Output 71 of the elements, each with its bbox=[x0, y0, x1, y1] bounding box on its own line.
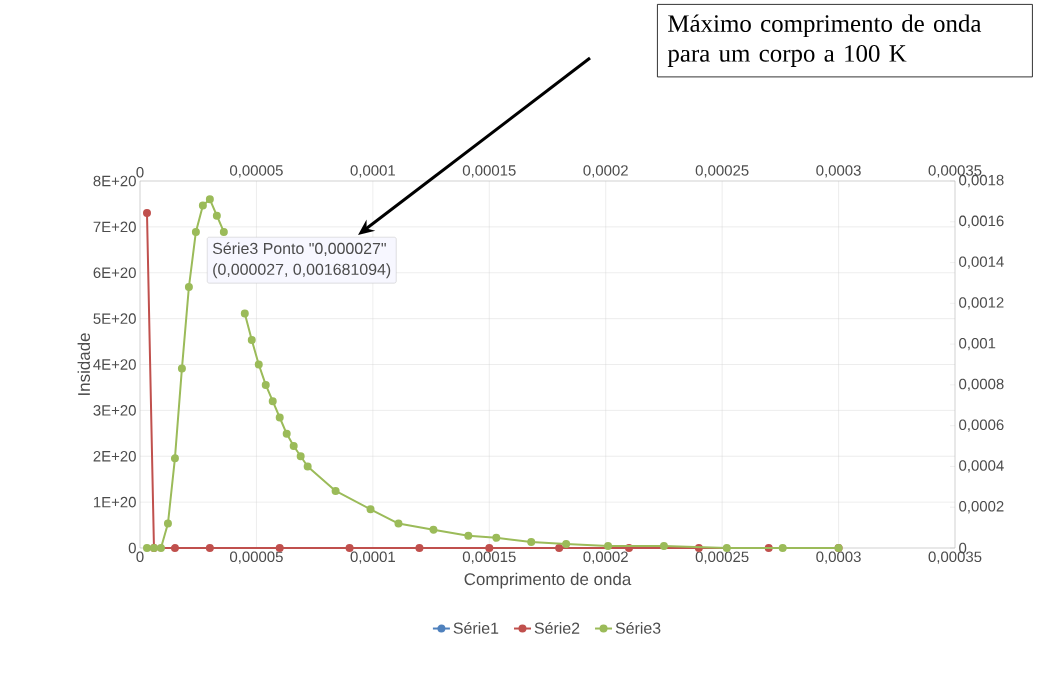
x2-tick-label: 0 bbox=[136, 166, 144, 178]
point bbox=[219, 227, 228, 236]
y2-tick-label: 0,0002 bbox=[959, 501, 1004, 514]
y-tick-label: 1E+20 bbox=[93, 496, 136, 508]
point bbox=[778, 544, 787, 552]
point bbox=[303, 462, 312, 471]
x2-tick-label: 0,0003 bbox=[816, 165, 861, 178]
x2-tick-label: 0,0001 bbox=[350, 165, 395, 178]
point bbox=[212, 211, 221, 220]
point bbox=[275, 413, 284, 422]
x-tick-label: 0,0001 bbox=[350, 551, 395, 564]
point bbox=[604, 541, 613, 550]
point bbox=[394, 519, 403, 528]
x2-tick-label: 0,00025 bbox=[695, 165, 749, 178]
y2-tick-label: 0,001 bbox=[959, 337, 996, 351]
x-tick-label: 0,00015 bbox=[462, 551, 516, 564]
point bbox=[170, 454, 179, 463]
point bbox=[240, 309, 249, 318]
point bbox=[268, 397, 277, 406]
point bbox=[198, 201, 207, 210]
legend-label: Série1 bbox=[453, 621, 499, 634]
x-tick-label: 0,0002 bbox=[583, 551, 628, 564]
y-tick-label: 3E+20 bbox=[93, 405, 136, 416]
point bbox=[142, 544, 151, 552]
y-tick-label: 0 bbox=[128, 542, 136, 554]
point bbox=[331, 486, 340, 495]
legend-label: Série2 bbox=[534, 621, 580, 634]
point bbox=[184, 283, 193, 292]
y2-tick-label: 0,0006 bbox=[959, 419, 1004, 432]
x-tick-label: 0,00005 bbox=[230, 551, 283, 564]
point bbox=[191, 227, 200, 236]
point bbox=[562, 539, 571, 548]
x-axis-title: Comprimento de onda bbox=[464, 572, 632, 589]
x2-tick-label: 0,00005 bbox=[230, 165, 283, 178]
y2-tick-label: 0,0016 bbox=[959, 215, 1004, 228]
point bbox=[659, 541, 668, 550]
point bbox=[247, 336, 256, 345]
point bbox=[289, 442, 298, 451]
y-tick-label: 7E+20 bbox=[93, 221, 136, 233]
y2-tick-label: 0,0014 bbox=[959, 256, 1004, 269]
text: Máximo comprimento de onda para um corpo a 100 K bbox=[667, 14, 982, 67]
point bbox=[527, 537, 536, 546]
y-axis-title: Insidade bbox=[77, 333, 91, 395]
point bbox=[429, 525, 438, 534]
x2-tick-label: 0,0002 bbox=[583, 165, 628, 178]
x-tick-label: 0,0003 bbox=[816, 551, 861, 564]
y2-tick-label: 0,0008 bbox=[959, 378, 1004, 392]
y-tick-label: 4E+20 bbox=[93, 359, 136, 370]
y-tick-label: 2E+20 bbox=[93, 450, 136, 462]
point bbox=[177, 364, 186, 373]
annotation: Série3 Ponto "0,000027" bbox=[212, 242, 386, 256]
x2-tick-label: 0,00015 bbox=[462, 165, 516, 178]
point bbox=[163, 519, 172, 528]
y-tick-label: 8E+20 bbox=[93, 175, 136, 187]
point bbox=[156, 544, 165, 552]
annotation: (0,000027, 0,001681094) bbox=[213, 263, 391, 279]
point bbox=[261, 380, 270, 389]
point bbox=[366, 505, 375, 514]
x-tick-label: 0,00025 bbox=[695, 551, 749, 564]
point bbox=[205, 195, 214, 204]
point bbox=[464, 531, 473, 540]
y-tick-label: 5E+20 bbox=[93, 313, 136, 324]
y2-tick-label: 0,0004 bbox=[959, 460, 1004, 473]
point bbox=[254, 360, 263, 369]
y-tick-label: 6E+20 bbox=[93, 267, 136, 279]
x-tick-label: 0 bbox=[136, 551, 144, 563]
point bbox=[492, 533, 501, 542]
point bbox=[282, 429, 291, 438]
point bbox=[296, 452, 305, 461]
y2-tick-label: 0,0012 bbox=[959, 297, 1004, 310]
legend-label: Série3 bbox=[615, 621, 661, 634]
